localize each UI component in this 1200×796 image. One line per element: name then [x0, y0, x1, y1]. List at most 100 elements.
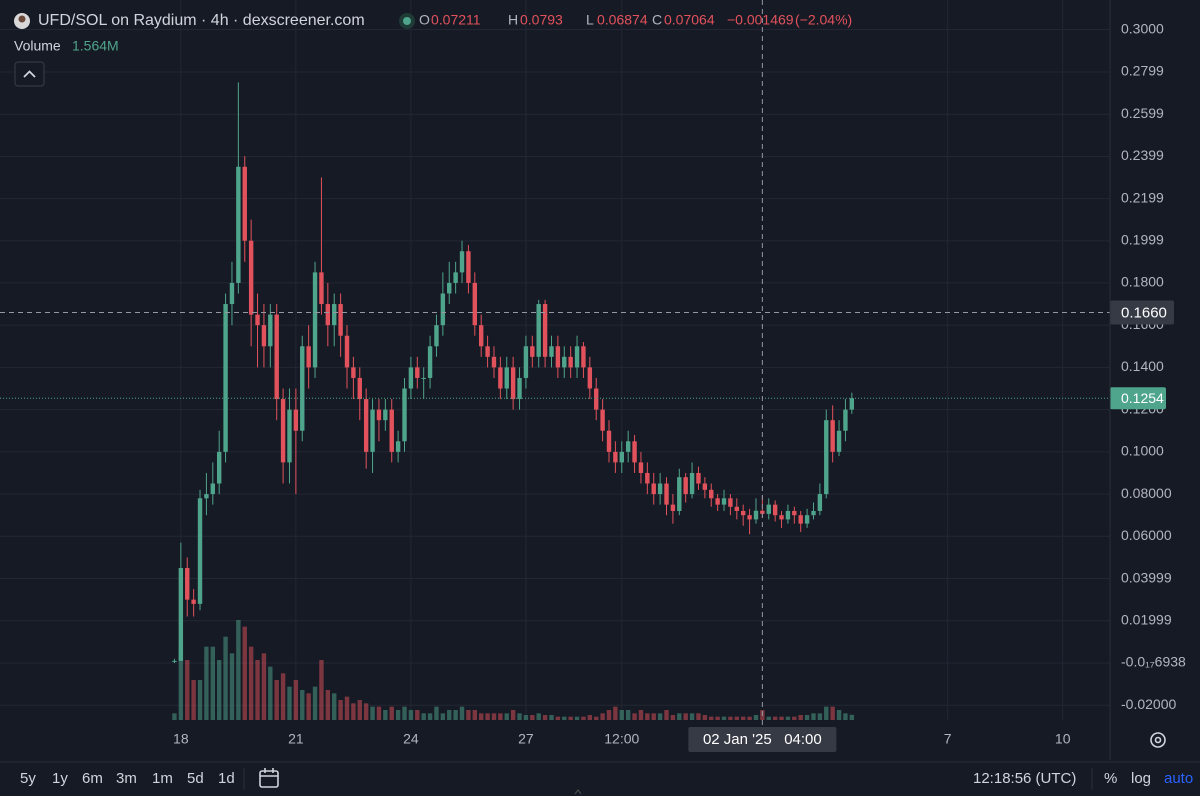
scale-button[interactable]: auto	[1164, 770, 1193, 787]
candle-body	[728, 498, 733, 507]
candle-body	[210, 483, 215, 495]
candle-body	[466, 251, 471, 283]
volume-bar	[638, 710, 644, 720]
range-button[interactable]: 1y	[52, 770, 68, 787]
volume-bar	[344, 696, 350, 720]
candle-body	[351, 367, 356, 378]
change-percent: (−2.04%)	[795, 12, 852, 28]
candle-body	[332, 304, 337, 326]
volume-bar	[248, 646, 254, 720]
candle-body	[689, 472, 695, 495]
x-tick-label: 12:00	[604, 731, 639, 747]
volume-bar	[415, 710, 420, 720]
volume-bar	[670, 715, 676, 720]
ohlc-letter: C	[652, 12, 662, 28]
volume-bar	[236, 620, 241, 720]
candle-body	[594, 388, 599, 410]
candle-body	[792, 510, 797, 516]
candle-body	[587, 367, 593, 389]
x-tick-label: 7	[944, 731, 952, 747]
volume-bar	[574, 716, 580, 720]
collapse-button[interactable]	[14, 61, 45, 87]
candle-body	[638, 462, 644, 473]
candle-body	[236, 166, 241, 283]
candle-body	[625, 441, 631, 452]
scale-button[interactable]: %	[1104, 770, 1117, 787]
candle-body	[715, 498, 720, 505]
candle-body	[619, 451, 624, 463]
candle-body	[204, 494, 209, 499]
volume-bar	[594, 716, 599, 720]
volume-bar	[478, 713, 484, 720]
volume-bar	[689, 713, 695, 720]
calendar-icon[interactable]	[259, 768, 279, 788]
candle-body	[645, 472, 650, 484]
candle-body	[670, 504, 676, 511]
volume-bar	[587, 715, 593, 720]
y-tick-label: 0.2399	[1121, 147, 1164, 163]
candle-body	[459, 251, 465, 273]
clock: 12:18:56 (UTC)	[973, 770, 1076, 787]
range-button[interactable]: 5d	[187, 770, 204, 787]
volume-value: 1.564M	[72, 38, 119, 54]
candle-body	[542, 304, 548, 357]
volume-bar	[197, 680, 203, 720]
volume-bar	[753, 715, 759, 720]
volume-bar	[664, 710, 669, 720]
ohlc-letter: H	[508, 12, 518, 28]
range-button[interactable]: 1d	[218, 770, 235, 787]
candle-body	[325, 304, 331, 326]
y-tick-label: 0.03999	[1121, 569, 1172, 585]
candle-body	[293, 409, 299, 431]
volume-bar	[325, 690, 331, 720]
settings-icon[interactable]	[1150, 732, 1166, 748]
candle-body	[300, 346, 305, 431]
x-tick-label: 10	[1055, 731, 1071, 747]
candle-body	[472, 282, 478, 326]
candle-body	[268, 314, 273, 347]
volume-bar	[798, 715, 803, 720]
range-button[interactable]: 5y	[20, 770, 36, 787]
candle-body	[804, 515, 810, 524]
volume-bar	[459, 706, 465, 720]
candle-body	[185, 567, 190, 600]
ohlc-value: 0.06874	[597, 12, 648, 28]
volume-bar	[491, 713, 497, 720]
volume-bar	[619, 710, 624, 720]
range-button[interactable]: 1m	[152, 770, 173, 787]
candle-body	[504, 367, 509, 389]
volume-bar	[613, 706, 618, 720]
candle-body	[830, 420, 835, 452]
volume-bar	[351, 703, 356, 720]
y-tick-label: 0.1400	[1121, 358, 1164, 374]
candle-body	[549, 346, 554, 357]
volume-bar	[549, 715, 554, 720]
volume-bar	[293, 680, 299, 720]
y-tick-label: 0.1800	[1121, 274, 1164, 290]
ohlc-value: 0.07064	[664, 12, 715, 28]
y-tick-label: 0.2799	[1121, 63, 1164, 79]
candle-body	[383, 409, 388, 421]
candle-body	[287, 409, 292, 463]
volume-bar	[734, 716, 740, 720]
candle-body	[389, 409, 394, 452]
candle-body	[536, 304, 541, 357]
change: −0.001469	[727, 12, 794, 28]
candle-body	[747, 515, 752, 520]
range-button[interactable]: 3m	[116, 770, 137, 787]
candle-body	[677, 477, 682, 511]
volume-bar	[830, 706, 835, 720]
y-tick-label: 0.3000	[1121, 20, 1164, 36]
candle-body	[485, 346, 490, 357]
candle-body	[344, 335, 350, 368]
y-tick-label: 0.1000	[1121, 443, 1164, 459]
volume-bar	[242, 626, 247, 720]
scale-button[interactable]: log	[1131, 770, 1151, 787]
volume-bar	[811, 713, 816, 720]
candle-body	[415, 367, 420, 378]
candle-body	[740, 510, 746, 516]
candle-body	[453, 272, 458, 283]
volume-bar	[216, 660, 222, 720]
candle-body	[306, 346, 311, 368]
range-button[interactable]: 6m	[82, 770, 103, 787]
